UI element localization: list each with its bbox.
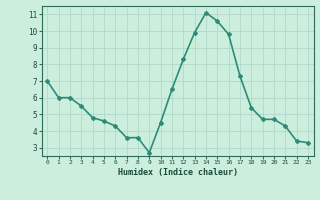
X-axis label: Humidex (Indice chaleur): Humidex (Indice chaleur) <box>118 168 237 177</box>
